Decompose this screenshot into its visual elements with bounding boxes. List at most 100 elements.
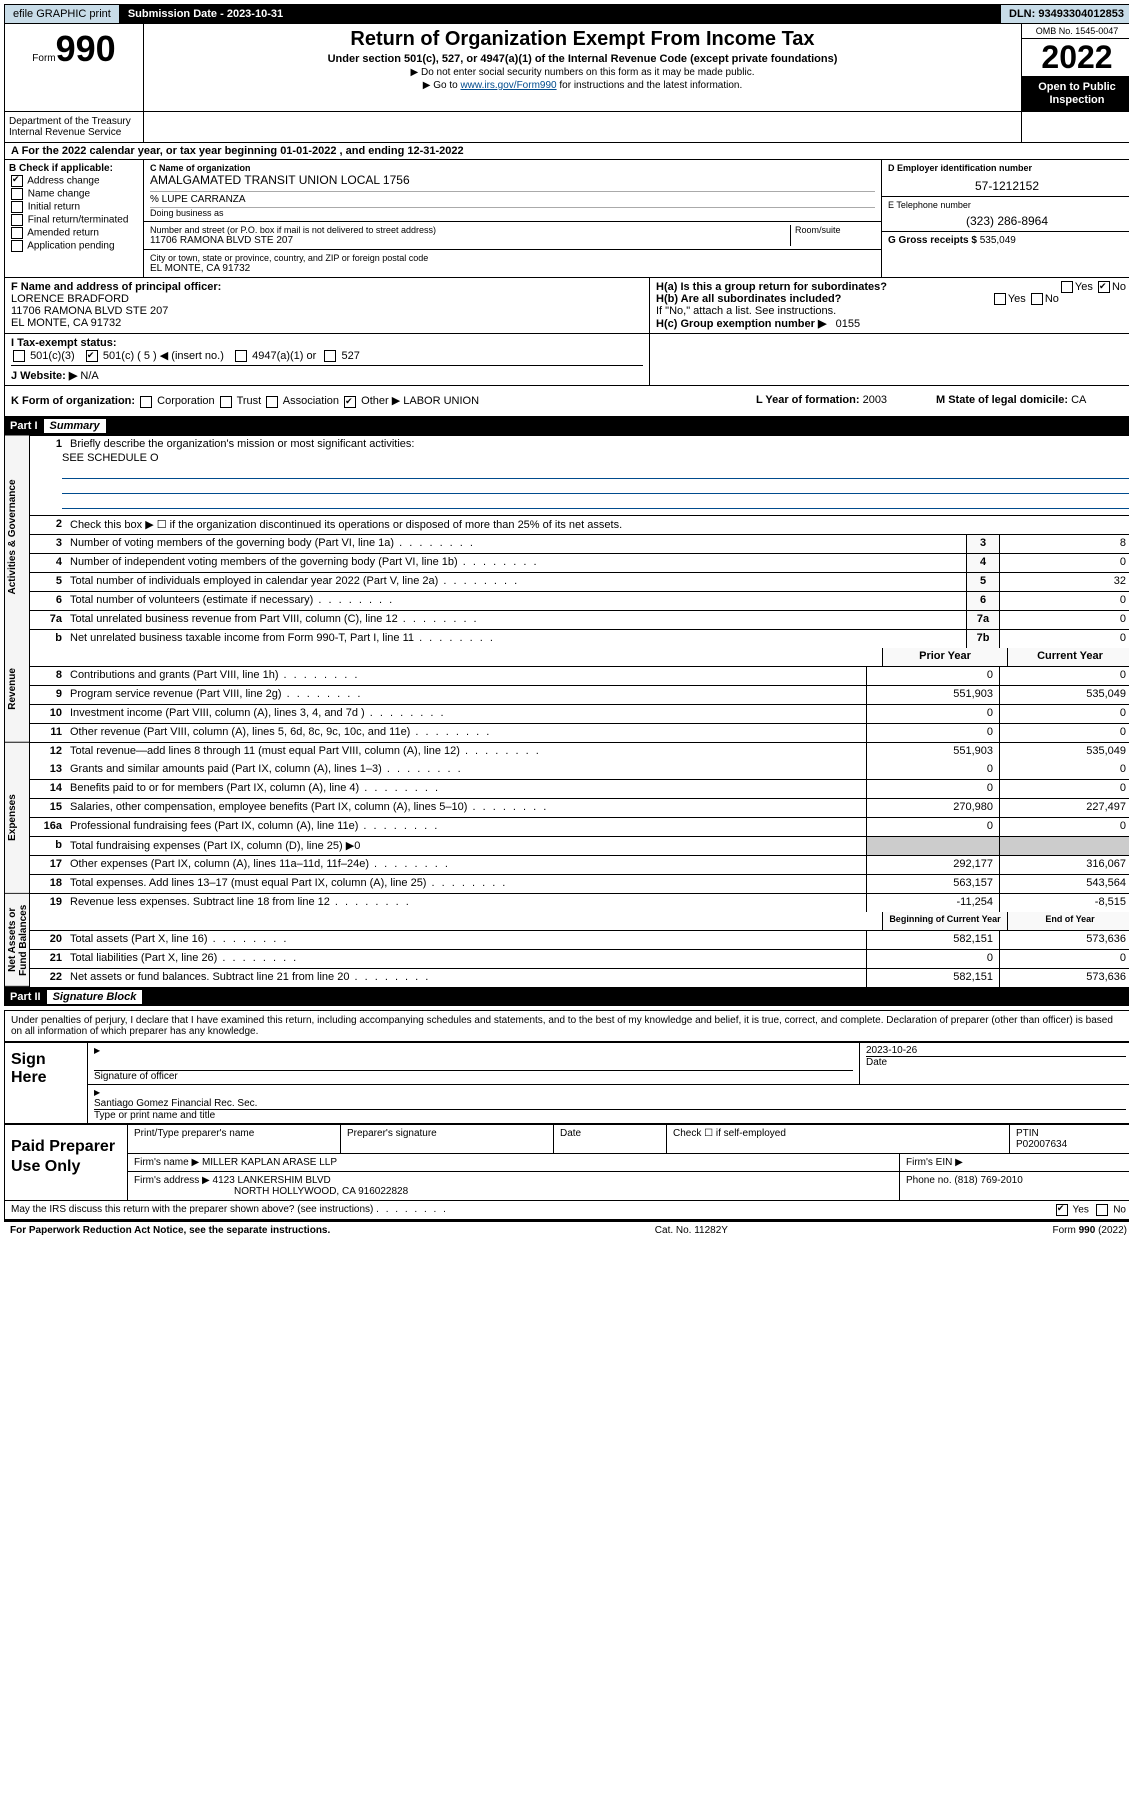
dept-right-spacer (1021, 112, 1129, 142)
h-b: H(b) Are all subordinates included? Yes … (656, 293, 1126, 305)
h-a: H(a) Is this a group return for subordin… (656, 281, 1126, 293)
form-number: 990 (56, 28, 116, 69)
checkbox-icon (11, 214, 23, 226)
row-desc: Number of independent voting members of … (66, 554, 966, 572)
cb-amended[interactable]: Amended return (9, 227, 139, 239)
d-label: D Employer identification number (888, 163, 1126, 173)
row-desc: Grants and similar amounts paid (Part IX… (66, 761, 866, 779)
org-name: AMALGAMATED TRANSIT UNION LOCAL 1756 (150, 173, 875, 187)
discuss-row: May the IRS discuss this return with the… (5, 1200, 1129, 1219)
firm-phone-label: Phone no. (906, 1175, 952, 1186)
row-box: 6 (966, 592, 999, 610)
irs-link[interactable]: www.irs.gov/Form990 (460, 80, 556, 91)
row-desc: Professional fundraising fees (Part IX, … (66, 818, 866, 836)
checkbox-icon (11, 227, 23, 239)
form-title: Return of Organization Exempt From Incom… (150, 28, 1015, 51)
m-label: M State of legal domicile: (936, 394, 1068, 406)
table-row: 18Total expenses. Add lines 13–17 (must … (30, 875, 1129, 894)
i-o2: 501(c) ( 5 ) ◀ (insert no.) (103, 350, 224, 362)
checkbox-icon[interactable] (266, 396, 278, 408)
k-o3: Association (283, 395, 339, 407)
row-val: 0 (999, 554, 1129, 572)
r2-num: 2 (30, 516, 66, 534)
row-curr: 573,636 (999, 931, 1129, 949)
checkbox-icon[interactable] (235, 350, 247, 362)
check-icon[interactable] (1098, 281, 1110, 293)
row-desc: Total number of individuals employed in … (66, 573, 966, 591)
row-desc: Net unrelated business taxable income fr… (66, 630, 966, 648)
row-desc: Benefits paid to or for members (Part IX… (66, 780, 866, 798)
checkbox-icon[interactable] (994, 293, 1006, 305)
table-row: 6Total number of volunteers (estimate if… (30, 592, 1129, 611)
section-i: I Tax-exempt status: 501(c)(3) 501(c) ( … (5, 334, 650, 385)
row-desc: Number of voting members of the governin… (66, 535, 966, 553)
row-curr: 0 (999, 950, 1129, 968)
phone: (323) 286-8964 (888, 214, 1126, 228)
table-row: bTotal fundraising expenses (Part IX, co… (30, 837, 1129, 856)
cb-final[interactable]: Final return/terminated (9, 214, 139, 226)
checkbox-icon[interactable] (13, 350, 25, 362)
checkbox-icon[interactable] (1096, 1204, 1108, 1216)
underline (62, 466, 1129, 479)
paid-col4: Check ☐ if self-employed (667, 1125, 1010, 1153)
omb-number: OMB No. 1545-0047 (1022, 24, 1129, 39)
checkbox-icon[interactable] (1031, 293, 1043, 305)
cb-initial[interactable]: Initial return (9, 201, 139, 213)
row-prior: 0 (866, 705, 999, 723)
gov-rows: 3Number of voting members of the governi… (30, 535, 1129, 648)
table-row: 21Total liabilities (Part X, line 26)00 (30, 950, 1129, 969)
year-header: Prior Year Current Year (30, 648, 1129, 667)
cb-pending[interactable]: Application pending (9, 240, 139, 252)
row-num: 15 (30, 799, 66, 817)
checkbox-icon[interactable] (1061, 281, 1073, 293)
efile-label[interactable]: efile GRAPHIC print (5, 5, 120, 23)
row-num: 12 (30, 743, 66, 761)
row-box: 7b (966, 630, 999, 648)
table-row: 8Contributions and grants (Part VIII, li… (30, 667, 1129, 686)
care-of: % LUPE CARRANZA (150, 191, 875, 205)
discuss-label: May the IRS discuss this return with the… (11, 1204, 373, 1215)
checkbox-icon[interactable] (324, 350, 336, 362)
paid-preparer-row: Paid Preparer Use Only Print/Type prepar… (5, 1123, 1129, 1200)
note2-post: for instructions and the latest informat… (557, 80, 743, 91)
row-num: 8 (30, 667, 66, 685)
row-fh: F Name and address of principal officer:… (5, 277, 1129, 333)
section-m: M State of legal domicile: CA (936, 394, 1126, 407)
spacer (30, 912, 66, 930)
cb-address-change[interactable]: Address change (9, 175, 139, 187)
part2-header: Part II Signature Block (4, 988, 1129, 1006)
row-prior: 0 (866, 667, 999, 685)
part1-num: Part I (10, 420, 44, 432)
row-desc: Total assets (Part X, line 16) (66, 931, 866, 949)
checkbox-icon[interactable] (140, 396, 152, 408)
i-o1: 501(c)(3) (30, 350, 75, 362)
check-icon[interactable] (1056, 1204, 1068, 1216)
row-num: 11 (30, 724, 66, 742)
b-label: B Check if applicable: (9, 163, 113, 174)
sig-date-cell: 2023-10-26 Date (860, 1043, 1129, 1084)
c-name-label: C Name of organization (150, 163, 875, 173)
paid-cells: Print/Type preparer's name Preparer's si… (128, 1125, 1129, 1200)
row-val: 0 (999, 611, 1129, 629)
part2-num: Part II (10, 991, 47, 1003)
cb-name-change[interactable]: Name change (9, 188, 139, 200)
note-ssn: ▶ Do not enter social security numbers o… (150, 67, 1015, 78)
i-o4: 527 (341, 350, 359, 362)
row-val: 8 (999, 535, 1129, 553)
footer-mid: Cat. No. 11282Y (330, 1225, 1052, 1236)
row-prior: 0 (866, 724, 999, 742)
spacer (30, 648, 66, 666)
check-icon[interactable] (86, 350, 98, 362)
top-bar: efile GRAPHIC print Submission Date - 20… (4, 4, 1129, 24)
discuss-no: No (1113, 1204, 1126, 1215)
table-row: 3Number of voting members of the governi… (30, 535, 1129, 554)
checkbox-icon[interactable] (220, 396, 232, 408)
row-num: 6 (30, 592, 66, 610)
dots (376, 1204, 448, 1215)
line-a: A For the 2022 calendar year, or tax yea… (5, 143, 1129, 160)
check-icon[interactable] (344, 396, 356, 408)
row-num: 5 (30, 573, 66, 591)
g-label: G Gross receipts $ (888, 235, 977, 246)
row-curr: 0 (999, 705, 1129, 723)
table-row: 5Total number of individuals employed in… (30, 573, 1129, 592)
